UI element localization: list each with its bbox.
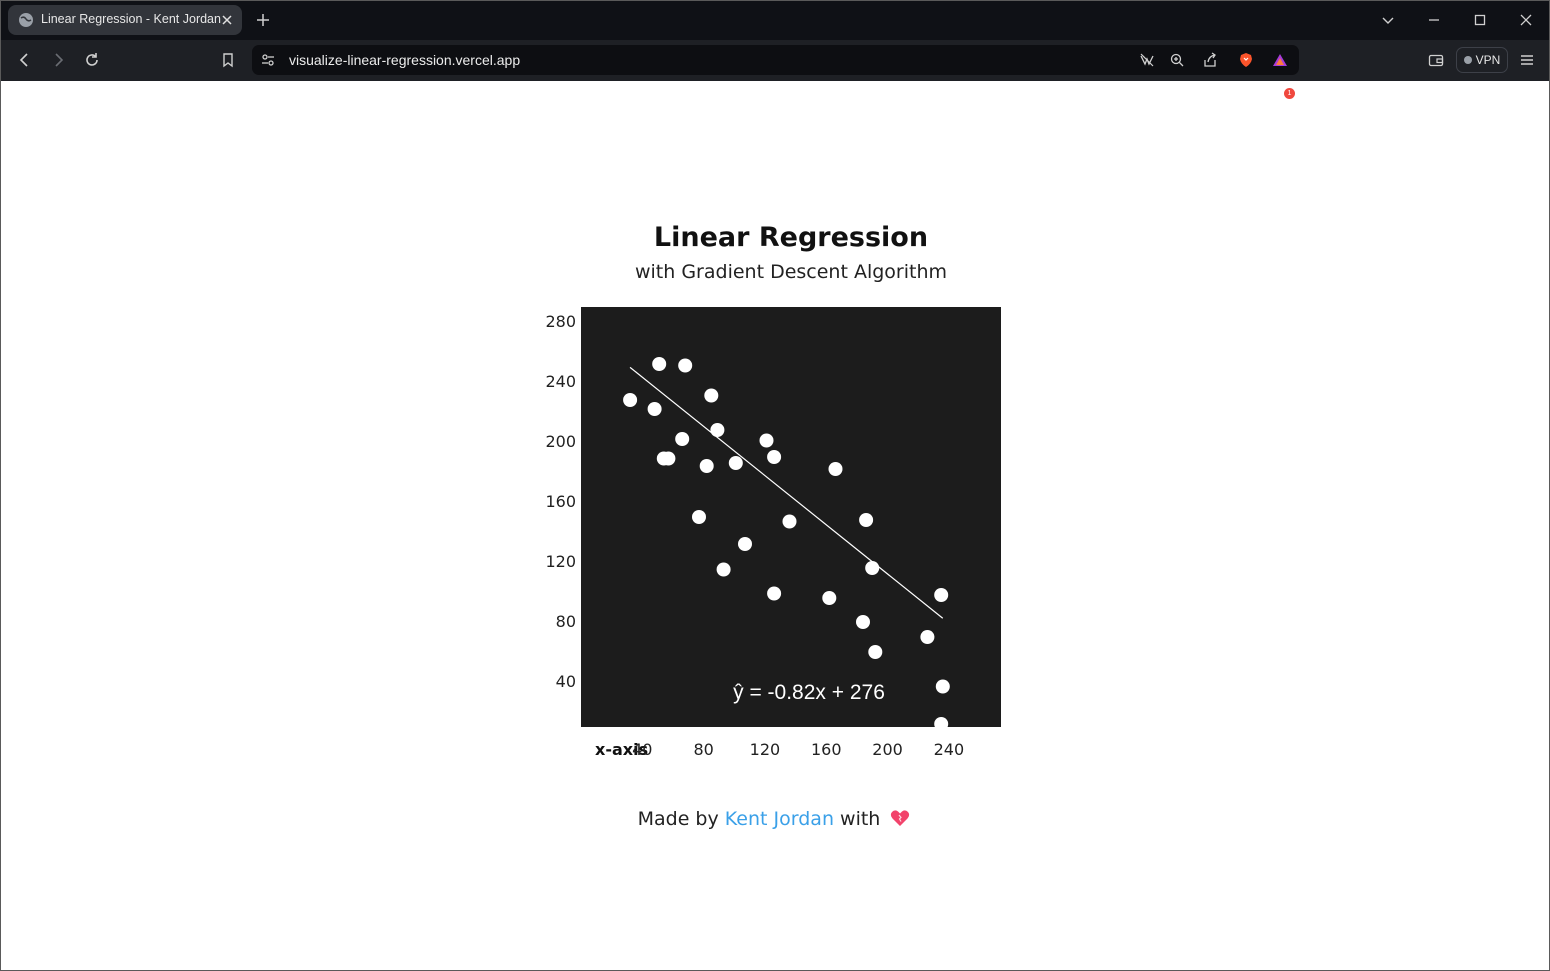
data-point-20 [767,586,782,601]
data-point-18 [859,513,874,527]
maximize-icon[interactable] [1472,12,1488,28]
reader-mode-off-icon[interactable] [1139,52,1155,68]
share-icon[interactable] [1202,52,1218,68]
data-point-25 [934,588,949,602]
data-point-16 [716,562,731,577]
data-point-27 [934,717,949,727]
y-tick-label: 120 [545,552,576,571]
data-point-17 [782,514,797,529]
globe-icon [19,13,33,27]
x-axis-label: x-axis [595,740,649,759]
page-subtitle: with Gradient Descent Algorithm [634,261,948,283]
data-point-0 [623,393,638,407]
regression-line [629,366,944,619]
x-tick-label: 160 [810,740,842,759]
close-tab-icon[interactable] [219,12,235,28]
scatter-plot: ŷ = -0.82x + 276 [581,307,1001,727]
footer-prefix: Made by [637,808,719,830]
vpn-status-icon [1463,56,1472,64]
y-tick-label: 40 [555,672,576,691]
forward-icon[interactable] [49,51,67,69]
footer-suffix: with [840,808,881,830]
minimize-icon[interactable] [1426,12,1442,28]
bookmark-icon[interactable] [219,51,237,69]
back-icon[interactable] [16,51,34,69]
tab-list-chevron-icon[interactable] [1380,12,1396,28]
data-point-24 [920,630,935,644]
site-settings-icon[interactable] [260,52,276,68]
data-points [623,357,950,727]
data-point-19 [865,561,880,575]
data-point-15 [738,537,752,551]
data-point-11 [759,433,774,448]
data-point-23 [868,645,883,659]
data-point-1 [647,402,662,416]
notification-badge: 1 [1284,88,1295,99]
plot-canvas: ŷ = -0.82x + 276 [623,357,950,727]
zoom-icon[interactable] [1169,52,1185,68]
brave-rewards-icon[interactable] [1272,52,1288,68]
data-point-4 [704,388,719,403]
data-point-21 [822,591,837,605]
browser-toolbar: visualize-linear-regression.vercel.app 1… [0,40,1550,99]
address-bar[interactable]: visualize-linear-regression.vercel.app [252,45,1299,75]
data-point-7 [675,432,690,446]
close-window-icon[interactable] [1518,12,1534,28]
y-tick-label: 200 [545,432,576,451]
tab-title: Linear Regression - Kent Jordan [41,12,221,26]
data-point-2 [652,357,667,371]
vpn-label: VPN [1475,53,1501,67]
x-tick-label: 200 [872,740,903,759]
data-point-12 [767,450,782,464]
data-point-9 [699,459,714,473]
data-point-6 [661,451,676,466]
heart-icon [891,810,910,826]
menu-icon[interactable] [1518,51,1536,69]
equation-label: ŷ = -0.82x + 276 [733,681,885,704]
data-point-8 [710,423,725,437]
x-tick-label: 120 [749,740,781,759]
y-tick-label: 240 [545,372,576,391]
active-tab[interactable]: Linear Regression - Kent Jordan [8,5,242,35]
y-tick-label: 280 [545,312,576,331]
data-point-3 [678,358,693,373]
x-tick-label: 240 [933,740,965,759]
footer: Made by Kent Jordan with [0,808,1548,830]
page-title: Linear Regression [653,222,929,253]
data-point-26 [935,679,950,694]
x-tick-label: 80 [693,740,714,759]
data-point-14 [692,510,706,524]
tab-bar: Linear Regression - Kent Jordan [0,0,1550,40]
vpn-button[interactable]: VPN [1456,47,1508,73]
data-point-22 [856,615,870,629]
wallet-icon[interactable] [1427,51,1445,69]
url-text[interactable]: visualize-linear-regression.vercel.app [289,52,521,68]
reload-icon[interactable] [83,51,101,69]
y-tick-label: 160 [545,492,576,511]
author-link[interactable]: Kent Jordan [724,808,834,830]
new-tab-icon[interactable] [255,12,271,28]
x-tick-label: 40 [632,740,653,759]
brave-shields-icon[interactable] [1238,52,1254,68]
data-point-10 [728,456,743,470]
data-point-13 [828,462,843,476]
y-tick-label: 80 [555,612,576,631]
